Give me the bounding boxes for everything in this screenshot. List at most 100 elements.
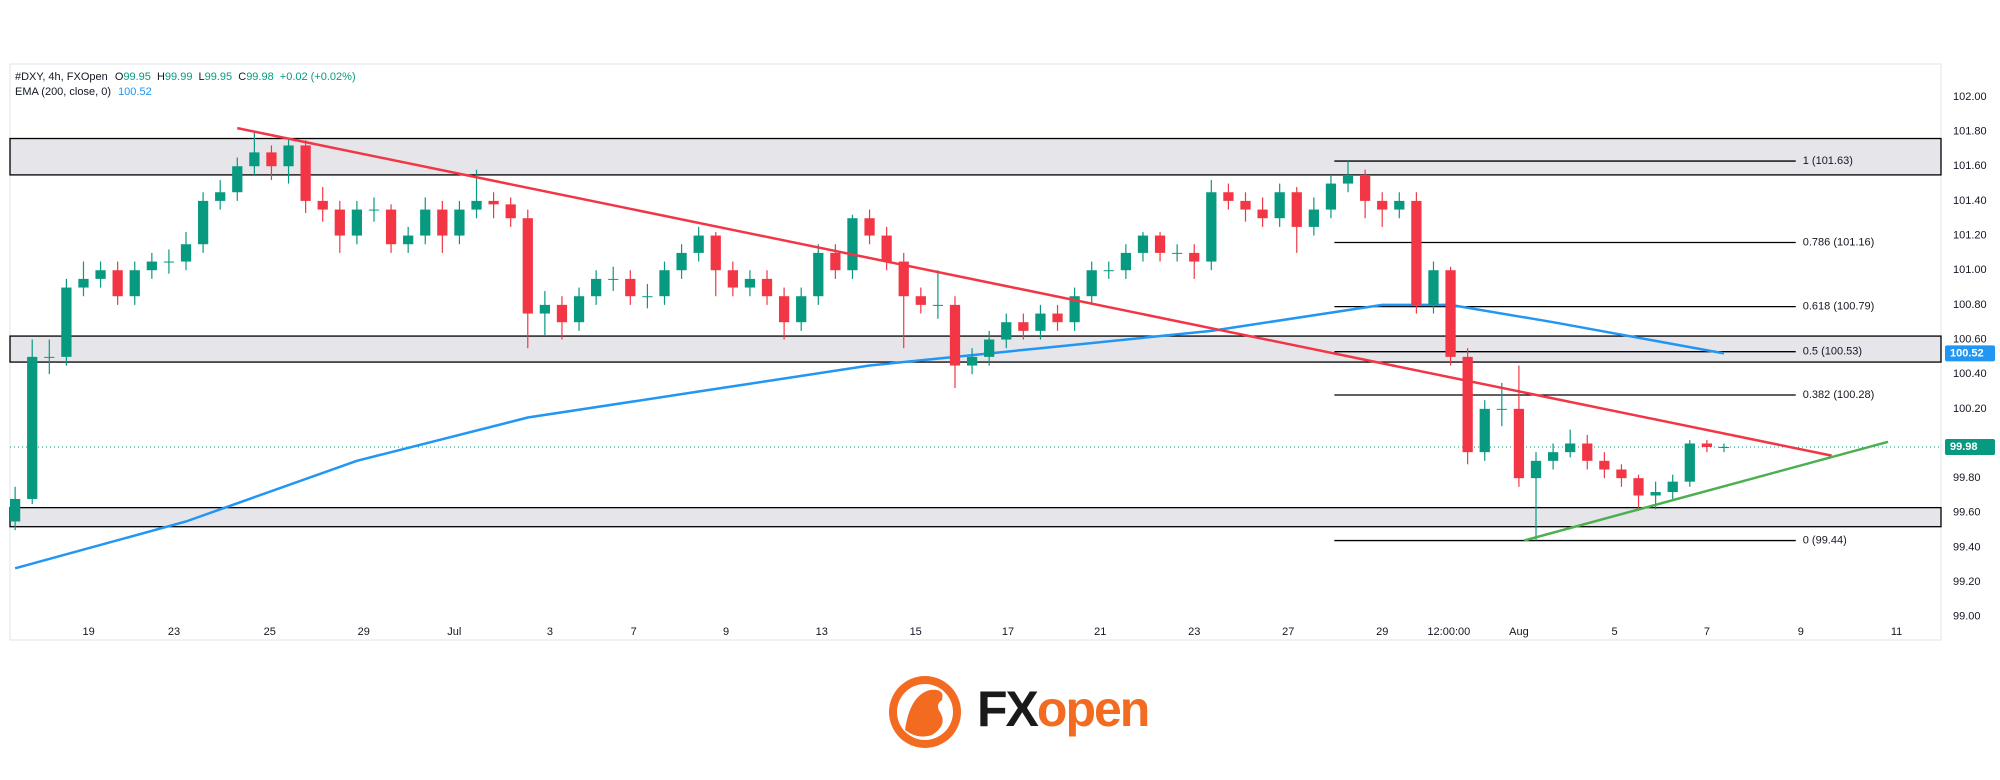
y-tick-label: 99.20	[1953, 576, 1981, 588]
candle-body	[1359, 174, 1371, 201]
candle-body	[1274, 192, 1285, 219]
symbol: #DXY, 4h, FXOpen	[15, 71, 108, 83]
candle-body	[334, 209, 345, 236]
l-value: 99.95	[205, 71, 233, 83]
candle-body	[317, 200, 328, 210]
ema-value: 100.52	[118, 86, 152, 98]
candle-body	[1001, 322, 1012, 340]
x-tick-label: 19	[82, 626, 94, 638]
x-tick-label: Jul	[447, 626, 461, 638]
x-tick-label: Aug	[1509, 626, 1529, 638]
candle-body	[1394, 200, 1405, 210]
candle-body	[1103, 270, 1114, 272]
x-tick-label: 3	[547, 626, 553, 638]
candle-body	[1137, 235, 1149, 253]
x-tick-label: 11	[1891, 626, 1902, 638]
candle-body	[744, 278, 756, 288]
candle-body	[1565, 443, 1576, 453]
candle-body	[625, 278, 636, 297]
candle-body	[44, 356, 55, 358]
candle-body	[129, 270, 140, 297]
x-tick-label: 27	[1282, 626, 1294, 638]
candle-body	[1684, 443, 1695, 482]
candle-body	[1701, 443, 1713, 447]
candle-body	[403, 235, 414, 245]
candle-body	[1052, 313, 1063, 323]
x-tick-label: 7	[631, 626, 637, 638]
candle-body	[710, 235, 721, 271]
y-tick-label: 99.00	[1953, 611, 1981, 623]
candle-body	[847, 218, 858, 271]
candle-body	[385, 209, 397, 245]
candle-body	[1206, 192, 1217, 262]
candle-body	[249, 152, 260, 167]
candle-body	[1342, 174, 1354, 184]
y-tick-label: 99.80	[1953, 472, 1981, 484]
candle-body	[1650, 492, 1661, 496]
candle-body	[266, 152, 277, 167]
x-tick-label: 9	[723, 626, 729, 638]
candle-body	[949, 304, 961, 366]
candle-body	[1189, 252, 1200, 262]
candle-body	[1462, 356, 1473, 453]
c-label: C	[238, 71, 246, 83]
x-tick-label: 7	[1704, 626, 1710, 638]
candle-body	[693, 235, 704, 253]
candle-body	[78, 278, 89, 288]
candle-body	[1428, 270, 1439, 305]
candle-body	[1240, 200, 1251, 210]
candle-body	[1035, 313, 1046, 331]
candle-body	[488, 200, 499, 205]
candle-body	[1377, 200, 1388, 210]
candle-body	[61, 287, 72, 357]
logo-dragon	[905, 689, 943, 737]
candle-body	[591, 278, 602, 297]
candle-body	[1633, 478, 1644, 496]
candle-body	[898, 261, 909, 297]
candle-body	[1325, 183, 1337, 210]
logo-open-text: open	[1037, 681, 1148, 737]
candle-body	[180, 244, 192, 262]
candle-body	[1223, 192, 1234, 201]
candle-body	[1154, 235, 1166, 253]
x-tick-label: 15	[910, 626, 922, 638]
x-tick-label: 17	[1002, 626, 1014, 638]
candle-body	[1445, 270, 1456, 357]
candle-body	[10, 498, 21, 522]
trendline	[1523, 440, 1889, 542]
x-tick-label: 12:00:00	[1427, 626, 1470, 638]
candle-body	[864, 218, 875, 236]
candle-body	[163, 261, 175, 263]
candle-body	[608, 278, 619, 280]
y-tick-label: 100.80	[1953, 299, 1987, 311]
y-tick-label: 102.00	[1953, 91, 1987, 103]
y-tick-label: 101.00	[1953, 264, 1987, 276]
candle-body	[1069, 296, 1080, 323]
x-tick-label: 5	[1612, 626, 1618, 638]
candle-body	[881, 235, 892, 262]
candle-body	[146, 261, 157, 271]
candle-body	[1547, 452, 1559, 461]
candle-body	[556, 304, 568, 323]
candle-body	[505, 204, 516, 219]
candle-body	[1308, 209, 1319, 227]
candle-body	[1257, 209, 1268, 219]
logo-fx-text: FX	[977, 681, 1039, 737]
y-tick-label: 100.60	[1953, 333, 1987, 345]
candle-body	[932, 304, 944, 306]
candle-body	[1411, 200, 1422, 305]
candle-body	[1018, 322, 1029, 331]
change: +0.02 (+0.02%)	[280, 71, 356, 83]
candle-body	[522, 218, 533, 314]
x-tick-label: 9	[1798, 626, 1804, 638]
trendline	[237, 126, 1832, 457]
candle-body	[197, 200, 209, 245]
candle-body	[727, 270, 738, 288]
ema-price-tag	[1945, 345, 1995, 362]
logo: FXopen	[889, 676, 1150, 748]
ema-label: EMA (200, close, 0)	[15, 86, 111, 98]
candle-body	[1513, 408, 1525, 479]
candle-body	[95, 270, 106, 279]
o-label: O	[115, 71, 124, 83]
candle-body	[573, 296, 585, 323]
